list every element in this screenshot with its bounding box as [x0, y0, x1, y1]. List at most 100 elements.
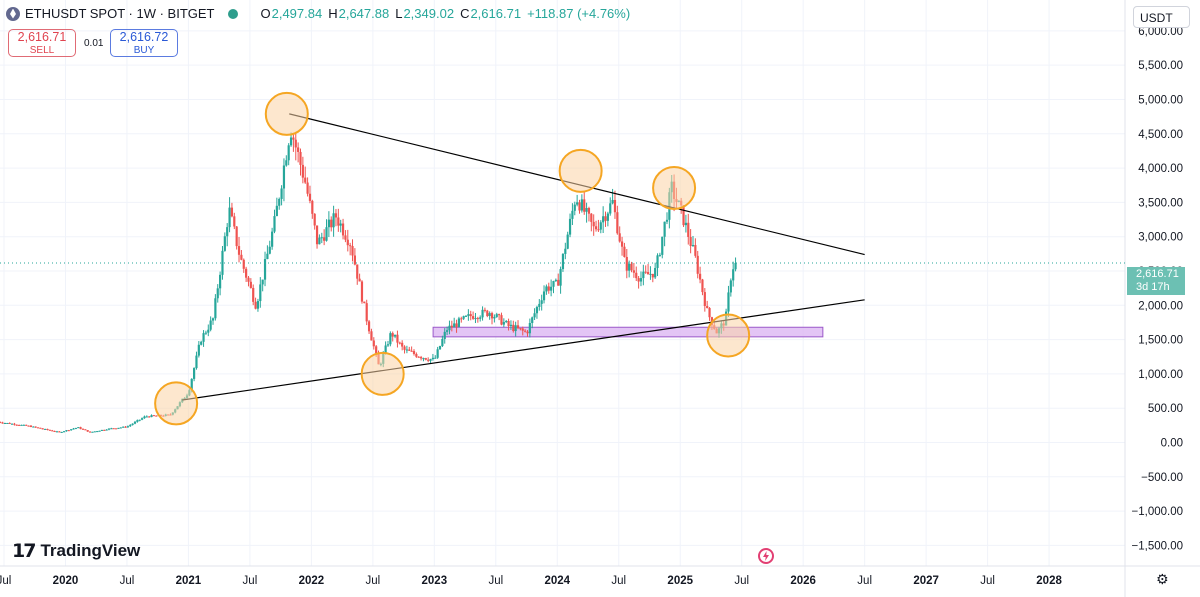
- candle-body: [51, 430, 54, 432]
- candle-body: [509, 324, 513, 326]
- candle-body: [732, 269, 735, 281]
- candle-body: [462, 316, 465, 319]
- candle-body: [358, 278, 361, 282]
- candle-body: [289, 137, 293, 146]
- candle-body: [367, 321, 371, 332]
- price-tick-label: 2,000.00: [1138, 300, 1183, 312]
- candle-body: [44, 428, 47, 430]
- candle-body: [538, 303, 541, 307]
- candle-body: [554, 279, 557, 282]
- candle-body: [578, 202, 581, 211]
- candle-body: [129, 424, 132, 427]
- candle-body: [226, 227, 229, 237]
- price-tick-label: 4,500.00: [1138, 129, 1183, 141]
- candle-body: [119, 427, 122, 429]
- candle-body: [100, 429, 103, 431]
- open-value: 2,497.84: [271, 6, 323, 21]
- candle-body: [240, 254, 243, 260]
- candle-body: [219, 274, 222, 289]
- trendline-layer: [182, 113, 865, 401]
- candle-body: [438, 346, 442, 350]
- candle-body: [140, 418, 144, 420]
- candle-body: [618, 233, 621, 242]
- symbol-title[interactable]: ETHUSDT SPOT · 1W · BITGET: [25, 6, 215, 21]
- candle-body: [691, 244, 695, 247]
- candle-body: [233, 216, 236, 227]
- candle-body: [72, 428, 75, 430]
- chart-header: ETHUSDT SPOT · 1W · BITGET O 2,497.84 H 2,…: [6, 6, 630, 21]
- candle-body: [6, 422, 9, 424]
- candle-body: [498, 314, 501, 316]
- candle-body: [443, 331, 446, 340]
- sell-button[interactable]: 2,616.71 SELL: [8, 29, 76, 57]
- candle-body: [67, 430, 70, 432]
- candle-body: [375, 346, 378, 354]
- candle-body: [332, 213, 335, 228]
- gear-icon[interactable]: ⚙: [1156, 572, 1169, 588]
- candle-body: [266, 253, 269, 260]
- candle-body: [256, 301, 260, 309]
- candle-body: [616, 212, 619, 234]
- candle-body: [434, 357, 437, 359]
- time-tick-label: 2022: [299, 575, 325, 587]
- support-zone: [432, 326, 824, 338]
- candle-body: [285, 160, 288, 166]
- lightning-icon[interactable]: [758, 548, 774, 564]
- candle-body: [365, 303, 368, 322]
- candle-body: [320, 237, 323, 239]
- time-tick-label: Jul: [366, 575, 381, 587]
- currency-selector[interactable]: USDT: [1133, 6, 1190, 28]
- bar-countdown: 3d 17h: [1136, 281, 1170, 293]
- buy-price: 2,616.72: [119, 30, 169, 44]
- candle-body: [221, 250, 224, 275]
- candle-body: [126, 426, 129, 428]
- candle-body: [656, 255, 659, 268]
- highlight-circle: [652, 165, 697, 210]
- candle-body: [698, 273, 702, 280]
- candle-body: [500, 315, 503, 325]
- candle-body: [436, 349, 439, 358]
- candle-body: [696, 255, 699, 274]
- candle-body: [571, 210, 574, 219]
- candle-body: [353, 255, 356, 265]
- candle-body: [337, 217, 340, 226]
- price-tick-label: 3,500.00: [1138, 197, 1183, 209]
- candle-body: [531, 317, 534, 324]
- candle-body: [514, 325, 517, 332]
- price-tick-label: 3,000.00: [1138, 232, 1183, 244]
- candle-body: [663, 221, 666, 237]
- candle-body: [457, 318, 461, 328]
- time-tick-label: 2020: [53, 575, 79, 587]
- price-tick-label: 4,000.00: [1138, 163, 1183, 175]
- close-label: C: [460, 6, 470, 21]
- candle-body: [405, 349, 409, 351]
- candle-body: [464, 315, 468, 317]
- candle-body: [131, 423, 134, 425]
- candle-body: [651, 273, 654, 278]
- price-tick-label: −1,000.00: [1132, 506, 1183, 518]
- low-value: 2,349.02: [403, 6, 455, 21]
- candle-body: [408, 349, 411, 351]
- candle-body: [252, 287, 255, 302]
- highlight-circle: [558, 148, 603, 193]
- candle-body: [566, 234, 569, 249]
- candle-body: [0, 421, 2, 423]
- candle-body: [200, 341, 203, 345]
- candle-body: [308, 193, 312, 201]
- candle-body: [472, 316, 475, 319]
- candle-body: [339, 223, 342, 226]
- buy-button[interactable]: 2,616.72 BUY: [110, 29, 178, 57]
- low-label: L: [395, 6, 403, 21]
- candle-body: [3, 422, 7, 424]
- candle-body: [13, 423, 16, 425]
- candle-body: [41, 428, 44, 430]
- eye-icon[interactable]: [228, 8, 239, 19]
- candle-body: [155, 415, 158, 417]
- candle-body: [512, 324, 515, 332]
- tradingview-logo[interactable]: 17 TradingView: [12, 540, 140, 562]
- candle-body: [502, 322, 505, 325]
- highlight-circle-layer: [154, 91, 751, 426]
- candle-body: [20, 424, 23, 426]
- candle-body: [649, 273, 652, 275]
